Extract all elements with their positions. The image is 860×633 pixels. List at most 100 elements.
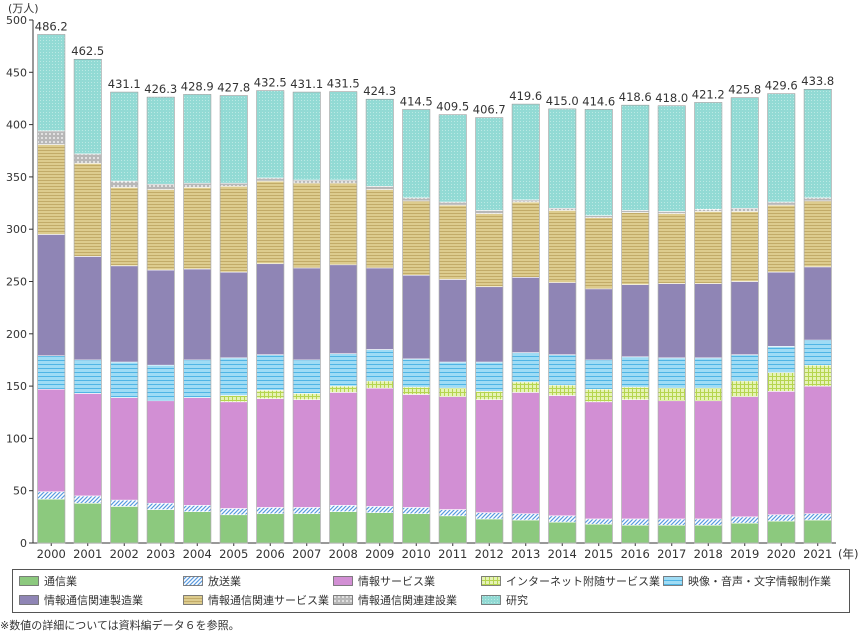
x-tick-label: 2009 (365, 547, 394, 561)
bar-segment-2013-1 (511, 513, 540, 521)
bar-segment-2017-8 (657, 105, 686, 212)
total-label-2011: 409.5 (436, 100, 469, 114)
bar-segment-2015-3 (584, 388, 613, 403)
bar-segment-2015-1 (584, 518, 613, 525)
bar-segment-2021-6 (803, 200, 832, 268)
bar-segment-2004-5 (183, 268, 212, 361)
total-label-2013: 419.6 (509, 89, 542, 103)
bar-segment-2009-7 (365, 186, 394, 190)
bar-segment-2009-6 (365, 189, 394, 269)
bar-segment-2019-3 (730, 380, 759, 397)
bar-outline (256, 90, 285, 544)
bar-segment-2006-0 (256, 513, 285, 544)
bar-outline (183, 94, 212, 544)
bar-segment-2019-4 (730, 354, 759, 382)
bar-segment-2017-6 (657, 213, 686, 284)
bar-stack-2015 (584, 109, 613, 544)
legend-label: 情報サービス業 (358, 575, 435, 588)
x-tick-label: 2014 (548, 547, 577, 561)
bar-segment-2016-8 (621, 104, 650, 211)
bar-segment-2011-6 (438, 204, 467, 280)
bar-outline (511, 103, 540, 544)
bar-segment-2016-1 (621, 518, 650, 526)
bar-outline (219, 95, 248, 544)
bar-segment-2001-6 (73, 163, 102, 257)
total-label-2000: 486.2 (35, 19, 68, 33)
total-label-2003: 426.3 (144, 82, 177, 96)
x-tick-label: 2010 (402, 547, 431, 561)
total-label-2018: 421.2 (692, 87, 725, 101)
legend-label: 放送業 (208, 575, 241, 588)
bar-segment-2000-2 (37, 388, 66, 493)
y-tick-label: 50 (13, 485, 27, 498)
legend-item-0: 通信業 (19, 576, 77, 588)
legend-item-5: 情報通信関連製造業 (19, 595, 143, 607)
x-tick-label: 2015 (584, 547, 613, 561)
total-label-2015: 414.6 (582, 94, 615, 108)
bar-outline (694, 102, 723, 544)
legend-label: 映像・音声・文字情報制作業 (688, 575, 831, 588)
bar-segment-2011-3 (438, 387, 467, 397)
bar-segment-2019-0 (730, 522, 759, 544)
bar-segment-2007-5 (292, 267, 321, 361)
bar-segment-2017-1 (657, 518, 686, 526)
bar-segment-2016-4 (621, 356, 650, 388)
x-tick-label: 2006 (256, 547, 285, 561)
bar-stack-2000 (37, 34, 66, 544)
bar-segment-2002-2 (110, 397, 139, 501)
bar-segment-2006-2 (256, 398, 285, 508)
bar-segment-2001-4 (73, 359, 102, 394)
bar-stack-2014 (548, 108, 577, 544)
bar-segment-2016-2 (621, 399, 650, 520)
bar-segment-2016-0 (621, 524, 650, 544)
bar-segment-2003-2 (146, 400, 175, 504)
bar-outline (110, 91, 139, 544)
stacked-bar-chart: 0 50 100 150 200 250 300 350 400 450 500(万人) 486.2… (6, 2, 858, 561)
x-unit-label: (年) (838, 547, 858, 561)
bar-segment-2006-4 (256, 354, 285, 391)
y-tick-label: 300 (6, 223, 27, 236)
bar-segment-2015-8 (584, 109, 613, 216)
x-tick-label: 2004 (183, 547, 212, 561)
bar-segment-2019-8 (730, 97, 759, 209)
bar-segment-2000-0 (37, 498, 66, 544)
bar-segment-2011-2 (438, 396, 467, 510)
bar-segment-2019-5 (730, 281, 759, 356)
total-label-2016: 418.6 (619, 90, 652, 104)
bar-segment-2019-6 (730, 211, 759, 282)
total-label-2020: 429.6 (765, 79, 798, 93)
bar-outline (803, 88, 832, 544)
total-label-2012: 406.7 (473, 103, 506, 117)
bar-segment-2000-6 (37, 144, 66, 235)
bar-segment-2012-5 (475, 286, 504, 363)
total-label-2019: 425.8 (728, 83, 761, 97)
bar-segment-2018-2 (694, 400, 723, 520)
bar-outline (621, 104, 650, 544)
bar-segment-2002-4 (110, 361, 139, 398)
legend-item-8: 研究 (481, 595, 528, 607)
y-tick-label: 450 (6, 66, 27, 79)
bar-segment-2011-8 (438, 114, 467, 203)
bar-segment-2007-2 (292, 399, 321, 508)
bar-segment-2001-2 (73, 393, 102, 497)
bar-segment-2018-7 (694, 209, 723, 212)
bar-stack-2017 (657, 105, 686, 544)
bar-segment-2001-8 (73, 58, 102, 155)
bar-segment-2010-5 (402, 274, 431, 360)
bars (37, 34, 832, 544)
bar-segment-2011-5 (438, 279, 467, 363)
bar-segment-2000-1 (37, 491, 66, 500)
legend-item-3: インターネット附随サービス業 (481, 576, 660, 588)
legend-item-6: 情報通信関連サービス業 (183, 595, 329, 607)
bar-segment-2012-3 (475, 391, 504, 400)
bar-stack-2013 (511, 103, 540, 544)
legend-item-4: 映像・音声・文字情報制作業 (663, 576, 831, 588)
y-tick-label: 150 (6, 380, 27, 393)
bar-segment-2020-0 (767, 520, 796, 544)
bar-segment-2012-8 (475, 117, 504, 211)
bar-segment-2015-4 (584, 359, 613, 390)
bar-segment-2005-2 (219, 401, 248, 509)
bar-segment-2017-7 (657, 211, 686, 214)
bar-segment-2018-1 (694, 518, 723, 526)
total-label-2009: 424.3 (363, 84, 396, 98)
